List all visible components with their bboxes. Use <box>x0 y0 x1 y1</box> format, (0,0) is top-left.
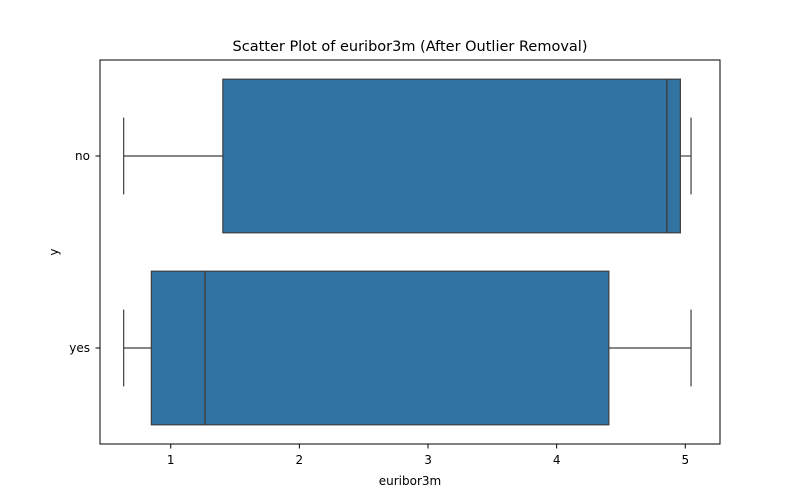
x-axis-label: euribor3m <box>379 474 441 488</box>
y-tick-label: no <box>75 149 90 163</box>
axes-frame <box>99 59 721 445</box>
box-no <box>123 78 692 234</box>
iqr-box-no <box>222 78 681 234</box>
box-yes <box>123 270 692 426</box>
plot-area <box>123 78 692 426</box>
x-tick-label: 3 <box>424 453 432 467</box>
chart-title: Scatter Plot of euribor3m (After Outlier… <box>233 39 588 55</box>
y-axis-label: y <box>47 248 61 255</box>
x-axis: 1 2 3 4 5 <box>167 444 689 467</box>
x-tick-label: 2 <box>296 453 304 467</box>
x-tick-label: 5 <box>681 453 689 467</box>
y-axis: no yes <box>69 149 100 355</box>
iqr-box-yes <box>150 270 610 426</box>
y-tick-label: yes <box>69 341 90 355</box>
x-tick-label: 4 <box>553 453 561 467</box>
x-tick-label: 1 <box>167 453 175 467</box>
